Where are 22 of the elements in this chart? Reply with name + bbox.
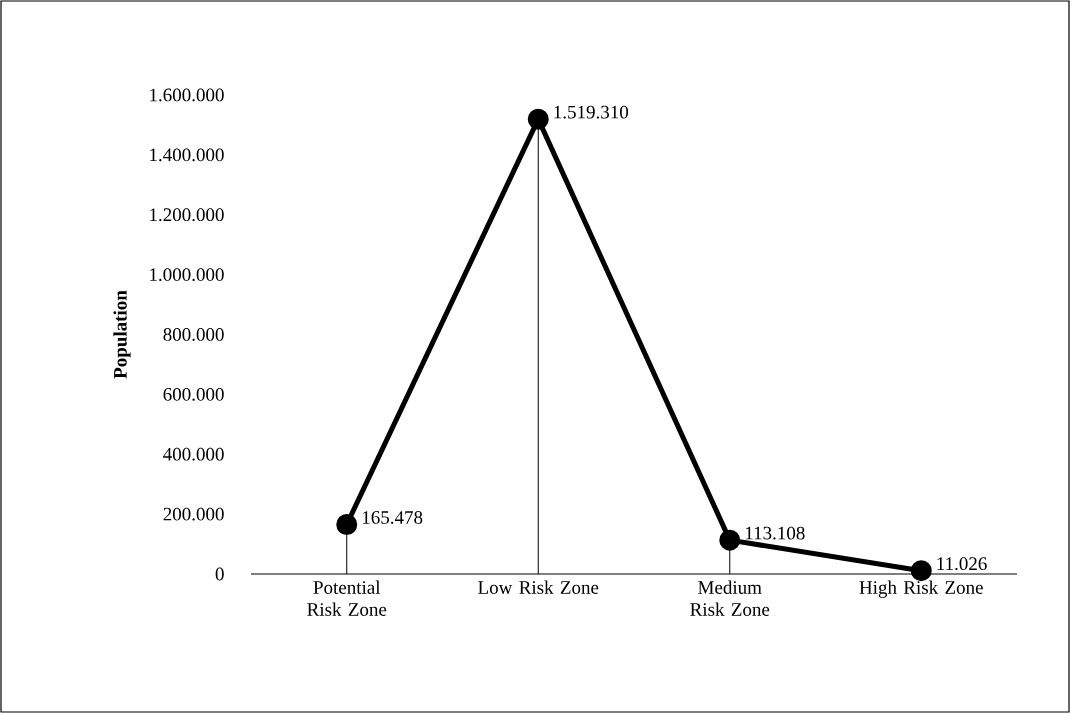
x-tick-label: Medium Risk Zone: [690, 580, 770, 616]
y-tick-label: 0: [215, 567, 224, 581]
x-tick-label: High Risk Zone: [859, 580, 983, 598]
point: [527, 108, 549, 130]
data-label: 113.108: [745, 526, 805, 540]
x-tick-label: Potential Risk Zone: [307, 580, 387, 616]
y-tick-label: 1.200.000: [150, 208, 224, 222]
point: [719, 529, 741, 551]
y-tick-label: 1.600.000: [150, 88, 224, 102]
y-tick-label: 1.000.000: [150, 268, 224, 282]
x-tick-label: Low Risk Zone: [478, 580, 599, 594]
y-axis-title: Population: [113, 290, 131, 379]
data-label: 165.478: [362, 511, 423, 524]
point: [336, 513, 358, 535]
data-label: 1.519.310: [554, 105, 629, 119]
y-tick-label: 600.000: [163, 387, 224, 401]
y-tick-label: 800.000: [163, 328, 224, 341]
point: [910, 560, 932, 582]
y-tick-label: 200.000: [163, 507, 224, 521]
y-tick-label: 400.000: [163, 447, 224, 461]
y-tick-label: 1.400.000: [150, 148, 224, 162]
data-label: 11.026: [937, 557, 987, 571]
